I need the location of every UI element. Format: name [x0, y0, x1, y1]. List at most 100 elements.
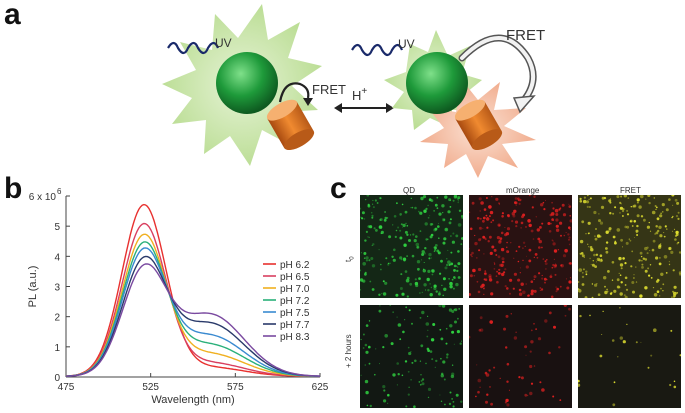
fluorescence-spot: [605, 241, 609, 244]
fluorescence-spot: [658, 262, 662, 266]
fluorescence-spot: [607, 270, 610, 273]
fluorescence-spot: [448, 278, 450, 280]
fluorescence-spot: [423, 262, 425, 263]
fluorescence-spot: [379, 305, 381, 307]
fluorescence-spot: [578, 281, 580, 283]
fluorescence-spot: [382, 280, 385, 283]
fluorescence-spot: [430, 286, 433, 289]
fluorescence-spot: [596, 261, 597, 263]
fluorescence-spot: [436, 207, 439, 210]
fluorescence-spot: [493, 248, 497, 252]
fluorescence-spot: [589, 206, 591, 208]
fluorescence-spot: [476, 280, 479, 283]
fluorescence-spot: [541, 388, 545, 392]
fluorescence-spot: [614, 241, 617, 245]
fluorescence-spot: [674, 198, 678, 202]
fluorescence-spot: [420, 374, 422, 376]
fluorescence-spot: [600, 258, 603, 261]
fluorescence-spot: [479, 386, 481, 388]
fluorescence-spot: [375, 229, 378, 232]
legend-label-5: pH 7.7: [280, 320, 310, 331]
fluorescence-spot: [439, 394, 441, 396]
fluorescence-spot: [542, 258, 545, 260]
fluorescence-spot: [425, 362, 427, 365]
fluorescence-spot: [569, 215, 571, 217]
fluorescence-spot: [416, 245, 420, 249]
fluorescence-spot: [630, 265, 633, 268]
fluorescence-spot: [559, 285, 562, 288]
fluorescence-spot: [672, 204, 674, 206]
fluorescence-spot: [541, 274, 543, 277]
fluorescence-spot: [400, 223, 403, 226]
fluorescence-spot: [511, 220, 514, 223]
fluorescence-spot: [659, 257, 661, 259]
fluorescence-spot: [493, 366, 496, 369]
legend-label-0: pH 6.2: [280, 260, 310, 271]
fluorescence-spot: [633, 277, 635, 279]
fret-arrow-right-inner: [460, 36, 536, 102]
micrograph-background: [360, 305, 463, 408]
fluorescence-spot: [399, 213, 402, 216]
fluorescence-spot: [482, 216, 486, 220]
fluorescence-spot: [452, 287, 455, 290]
fluorescence-spot: [543, 277, 547, 281]
fluorescence-spot: [560, 264, 563, 267]
fluorescence-spot: [498, 268, 501, 271]
fluorescence-spot: [602, 310, 604, 312]
fluorescence-spot: [455, 282, 459, 287]
fluorescence-spot: [533, 322, 535, 325]
fluorescence-spot: [410, 379, 412, 381]
fluorescence-spot: [612, 212, 615, 215]
fluorescence-spot: [588, 246, 590, 248]
fluorescence-spot: [585, 200, 590, 204]
fluorescence-spot: [525, 283, 527, 285]
fluorescence-spot: [445, 342, 448, 345]
fluorescence-spot: [648, 274, 651, 277]
fluorescence-spot: [558, 208, 561, 211]
fluorescence-spot: [452, 405, 455, 408]
y-tick-label: 5: [54, 222, 60, 233]
equilibrium-arrowhead-left: [334, 103, 342, 113]
fluorescence-spot: [506, 287, 509, 290]
series-line-1: [65, 222, 320, 377]
fluorescence-spot: [491, 245, 495, 249]
fluorescence-spot: [409, 234, 412, 236]
fluorescence-spot: [519, 267, 521, 269]
fluorescence-spot: [443, 218, 446, 221]
fluorescence-spot: [529, 364, 533, 369]
fluorescence-spot: [659, 295, 661, 297]
col-label-qd: QD: [403, 186, 415, 195]
fluorescence-spot: [421, 250, 425, 254]
fluorescence-spot: [436, 196, 439, 199]
fluorescence-spot: [635, 341, 638, 344]
fluorescence-spot: [654, 205, 657, 207]
fluorescence-spot: [653, 197, 655, 199]
fluorescence-spot: [453, 276, 456, 279]
legend-label-2: pH 7.0: [280, 284, 310, 295]
fluorescence-spot: [383, 389, 386, 392]
fluorescence-spot: [487, 240, 490, 243]
fluorescence-spot: [428, 257, 431, 260]
fluorescence-spot: [548, 351, 551, 355]
fluorescence-spot: [484, 270, 487, 272]
fluorescence-spot: [451, 278, 454, 281]
fluorescence-spot: [582, 268, 585, 271]
fluorescence-spot: [457, 262, 461, 266]
fluorescence-spot: [554, 273, 557, 276]
fluorescence-spot: [650, 354, 653, 357]
fluorescence-spot: [373, 227, 376, 230]
fluorescence-spot: [404, 210, 408, 214]
fluorescence-spot: [378, 293, 381, 296]
fluorescence-spot: [404, 360, 408, 363]
fluorescence-spot: [638, 205, 642, 209]
fluorescence-spot: [599, 354, 603, 358]
fluorescence-spot: [591, 296, 594, 298]
fluorescence-spot: [541, 222, 544, 225]
fluorescence-spot: [518, 202, 521, 205]
fluorescence-spot: [427, 269, 431, 273]
fluorescence-spot: [528, 223, 532, 228]
fluorescence-spot: [452, 401, 455, 403]
fluorescence-spot: [659, 234, 663, 238]
fluorescence-spot: [513, 257, 515, 259]
fluorescence-spot: [621, 215, 624, 217]
